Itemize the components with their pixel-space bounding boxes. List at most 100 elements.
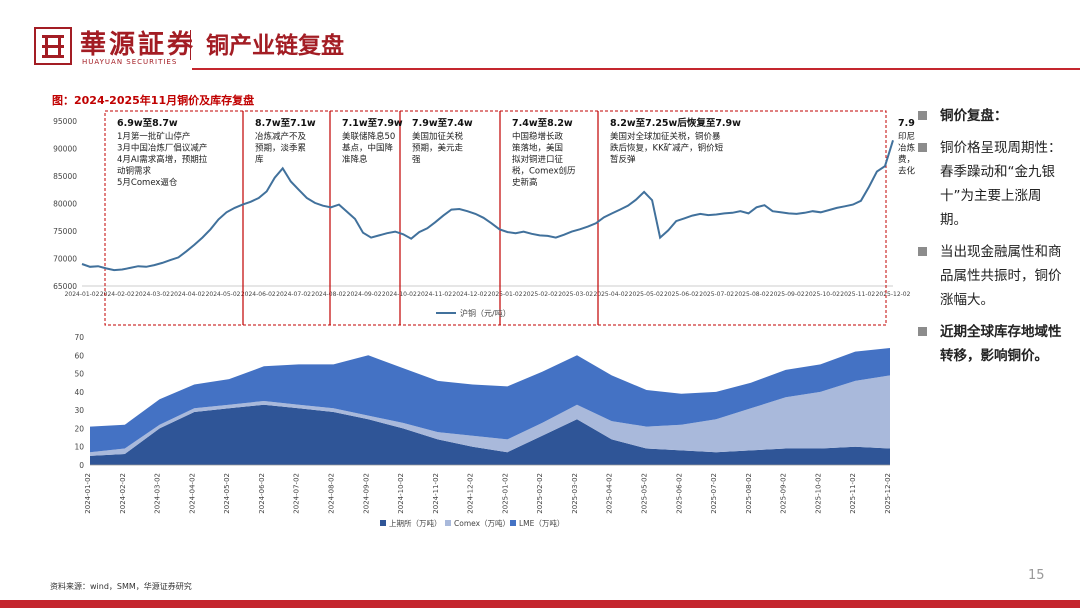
inventory-x-tick-label: 2024-08-02 — [327, 473, 335, 514]
inventory-y-tick-label: 70 — [74, 333, 84, 342]
price-x-tick-label: 2024-03-02 — [135, 291, 170, 298]
price-series-line — [81, 140, 894, 272]
price-chart: 65000 70000 75000 80000 85000 90000 95000 2024… — [53, 110, 915, 326]
annotation-line: 库 — [255, 154, 264, 165]
inventory-x-tick-label: 2024-04-02 — [188, 473, 196, 514]
inventory-legend-label: 上期所（万吨） — [389, 518, 442, 528]
annotation-line: 暂反弹 — [610, 154, 636, 165]
annotation-line: 3月中国冶炼厂倡议减产 — [117, 143, 207, 154]
annotation-line: 预期，淡季累 — [255, 143, 306, 154]
annotation-line: 美国加征关税 — [412, 131, 464, 142]
charts-canvas: 65000 70000 75000 80000 85000 90000 95000 2024… — [53, 110, 915, 528]
inventory-x-tick-label: 2025-06-02 — [675, 473, 683, 514]
annotation-line: 动铜需求 — [117, 166, 152, 177]
price-x-tick-label: 2024-01-02 — [65, 291, 100, 298]
annotation-line: 史新高 — [512, 177, 538, 188]
bullet-text: 当出现金融属性和商品属性共振时，铜价涨幅大。 — [940, 244, 1062, 308]
price-x-tick-label: 2024-09-02 — [347, 291, 382, 298]
company-logo — [34, 27, 72, 65]
price-legend: 沪铜（元/吨） — [436, 308, 511, 318]
annotation-line: 预期，美元走 — [412, 143, 464, 154]
inventory-y-tick-label: 10 — [74, 443, 84, 452]
annotation-line: 印尼自由港停产， — [898, 131, 915, 142]
price-x-tick-label: 2025-02-02 — [523, 291, 558, 298]
inventory-y-tick-label: 30 — [74, 406, 84, 415]
annotation-line: 冶炼厂拒绝负加工 — [898, 143, 915, 154]
inventory-x-tick-label: 2025-05-02 — [641, 473, 649, 514]
inventory-x-tick-label: 2025-01-02 — [501, 473, 509, 514]
price-x-tick-label: 2025-04-02 — [593, 291, 628, 298]
annotation-line: 费，LME库存转移 — [898, 154, 915, 165]
figure-caption: 图：2024-2025年11月铜价及库存复盘 — [52, 94, 255, 107]
page-number: 15 — [1028, 568, 1045, 583]
price-y-axis: 65000 70000 75000 80000 85000 90000 95000 — [53, 117, 893, 291]
footer-rule — [0, 600, 1080, 608]
price-x-axis: 2024-01-02 2024-02-02 2024-03-02 2024-04-02… — [65, 291, 911, 298]
price-x-tick-label: 2024-04-02 — [170, 291, 205, 298]
inventory-y-tick-label: 50 — [74, 370, 84, 379]
annotation-title: 7.9w至9.2w — [898, 118, 915, 129]
annotation-line: 1月第一批矿山停产 — [117, 131, 190, 142]
price-legend-label: 沪铜（元/吨） — [460, 308, 511, 318]
inventory-x-tick-label: 2024-06-02 — [258, 473, 266, 514]
annotation-line: 4月AI需求高增，预期拉 — [117, 154, 208, 165]
header-divider — [190, 30, 191, 60]
price-x-tick-label: 2024-12-02 — [452, 291, 487, 298]
inventory-x-tick-label: 2025-10-02 — [814, 473, 822, 514]
price-x-tick-label: 2024-08-02 — [311, 291, 346, 298]
inventory-x-tick-label: 2025-03-02 — [571, 473, 579, 514]
price-x-tick-label: 2025-09-02 — [770, 291, 805, 298]
inventory-x-tick-label: 2024-03-02 — [154, 473, 162, 514]
price-y-tick-label: 80000 — [53, 200, 77, 209]
price-x-tick-label: 2024-07-02 — [276, 291, 311, 298]
header-rule — [192, 68, 1080, 70]
annotation-title: 7.9w至7.4w — [412, 118, 473, 129]
inventory-legend: 上期所（万吨） Comex（万吨） LME（万吨） — [380, 518, 564, 528]
inventory-x-tick-label: 2025-12-02 — [884, 473, 892, 514]
inventory-x-tick-label: 2025-04-02 — [606, 473, 614, 514]
price-y-tick-label: 95000 — [53, 117, 77, 126]
bullet-item: 当出现金融属性和商品属性共振时，铜价涨幅大。 — [918, 240, 1068, 312]
inventory-x-tick-label: 2024-12-02 — [467, 473, 475, 514]
price-x-tick-label: 2025-11-02 — [840, 291, 875, 298]
price-x-tick-label: 2024-05-02 — [206, 291, 241, 298]
annotation-line: 强 — [412, 155, 421, 165]
inventory-y-tick-label: 60 — [74, 351, 84, 360]
annotation-line: 跌后恢复，KK矿减产，铜价短 — [610, 143, 724, 154]
company-name-cn: 華源証券 — [80, 30, 197, 60]
inventory-legend-label: LME（万吨） — [519, 518, 564, 528]
inventory-y-tick-label: 40 — [74, 388, 84, 397]
inventory-area-1 — [90, 375, 890, 456]
inventory-x-tick-label: 2024-11-02 — [432, 473, 440, 514]
inventory-x-tick-label: 2025-02-02 — [536, 473, 544, 514]
annotation-line: 准降息 — [342, 154, 368, 165]
annotation-boxes: 6.9w至8.7w 1月第一批矿山停产3月中国冶炼厂倡议减产4月AI需求高增，预期… — [104, 110, 915, 326]
annotation-title: 7.1w至7.9w — [342, 118, 403, 129]
inventory-area-0 — [90, 404, 890, 465]
price-y-tick-label: 70000 — [53, 255, 77, 264]
inventory-x-tick-label: 2025-08-02 — [745, 473, 753, 514]
inventory-x-tick-label: 2024-02-02 — [119, 473, 127, 514]
price-x-tick-label: 2025-05-02 — [629, 291, 664, 298]
price-y-tick-label: 65000 — [53, 282, 77, 291]
inventory-legend-swatch — [510, 520, 516, 526]
annotation-line: 策落地，美国 — [512, 143, 563, 154]
inventory-x-tick-label: 2024-01-02 — [84, 473, 92, 514]
annotation-title: 7.4w至8.2w — [512, 118, 573, 129]
inventory-x-tick-label: 2025-09-02 — [780, 473, 788, 514]
price-x-tick-label: 2025-10-02 — [805, 291, 840, 298]
inventory-areas — [90, 348, 890, 466]
inventory-x-tick-label: 2024-07-02 — [293, 473, 301, 514]
bullet-item: 铜价复盘： — [918, 104, 1068, 128]
annotation-title: 8.2w至7.25w后恢复至7.9w — [610, 117, 741, 129]
annotation-box-frame — [104, 110, 887, 326]
bullet-text: 铜价复盘： — [940, 108, 1008, 124]
price-x-tick-label: 2025-03-02 — [558, 291, 593, 298]
bullet-item: 铜价格呈现周期性：春季躁动和“金九银十”为主要上涨周期。 — [918, 136, 1068, 232]
bullet-list: 铜价复盘： 铜价格呈现周期性：春季躁动和“金九银十”为主要上涨周期。当出现金融属性… — [918, 104, 1068, 376]
price-x-tick-label: 2025-12-02 — [876, 291, 911, 298]
annotation-line: 中国稳增长政 — [512, 131, 564, 142]
annotation-title: 6.9w至8.7w — [117, 118, 178, 129]
bullet-square-icon — [918, 111, 927, 120]
